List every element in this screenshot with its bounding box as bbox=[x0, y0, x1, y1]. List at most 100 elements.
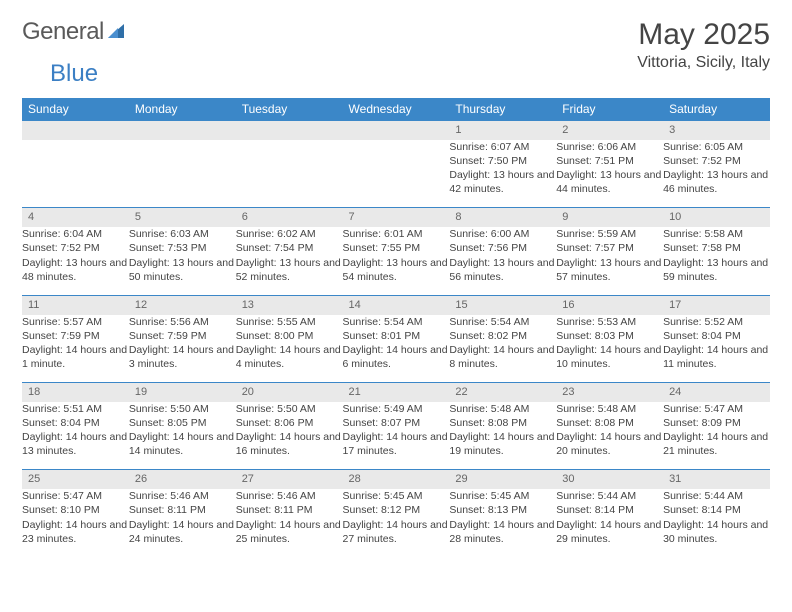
daylight-line: Daylight: 13 hours and 48 minutes. bbox=[22, 256, 129, 284]
sunrise-line: Sunrise: 5:44 AM bbox=[663, 489, 770, 503]
day-cell-content: Sunrise: 5:47 AMSunset: 8:09 PMDaylight:… bbox=[663, 402, 770, 470]
day-cell-number: 17 bbox=[663, 295, 770, 314]
day-cell-content: Sunrise: 5:53 AMSunset: 8:03 PMDaylight:… bbox=[556, 315, 663, 383]
day-cell-number: 1 bbox=[449, 121, 556, 140]
sunset-line: Sunset: 8:12 PM bbox=[343, 503, 450, 517]
day-cell-number: 9 bbox=[556, 208, 663, 227]
daynum-row: 18192021222324 bbox=[22, 383, 770, 402]
day-cell-content bbox=[343, 140, 450, 208]
day-cell-number bbox=[236, 121, 343, 140]
daylight-line: Daylight: 14 hours and 11 minutes. bbox=[663, 343, 770, 371]
sunset-line: Sunset: 7:52 PM bbox=[663, 154, 770, 168]
day-cell-content: Sunrise: 5:44 AMSunset: 8:14 PMDaylight:… bbox=[663, 489, 770, 557]
daylight-line: Daylight: 14 hours and 4 minutes. bbox=[236, 343, 343, 371]
sunset-line: Sunset: 8:14 PM bbox=[663, 503, 770, 517]
sunrise-line: Sunrise: 5:50 AM bbox=[236, 402, 343, 416]
day-header: Tuesday bbox=[236, 98, 343, 121]
day-number: 31 bbox=[663, 470, 770, 489]
sunset-line: Sunset: 8:08 PM bbox=[449, 416, 556, 430]
sunrise-line: Sunrise: 5:55 AM bbox=[236, 315, 343, 329]
day-cell-content: Sunrise: 5:45 AMSunset: 8:12 PMDaylight:… bbox=[343, 489, 450, 557]
sunset-line: Sunset: 7:59 PM bbox=[129, 329, 236, 343]
day-cell-number: 24 bbox=[663, 383, 770, 402]
daylight-line: Daylight: 14 hours and 3 minutes. bbox=[129, 343, 236, 371]
daylight-line: Daylight: 13 hours and 59 minutes. bbox=[663, 256, 770, 284]
daynum-row: 25262728293031 bbox=[22, 470, 770, 489]
day-number: 6 bbox=[236, 208, 343, 227]
day-cell-content: Sunrise: 6:04 AMSunset: 7:52 PMDaylight:… bbox=[22, 227, 129, 295]
day-cell-number: 27 bbox=[236, 470, 343, 489]
location: Vittoria, Sicily, Italy bbox=[637, 54, 770, 72]
day-number: 25 bbox=[22, 470, 129, 489]
day-cell-number: 11 bbox=[22, 295, 129, 314]
sunrise-line: Sunrise: 5:44 AM bbox=[556, 489, 663, 503]
day-cell-content: Sunrise: 5:56 AMSunset: 7:59 PMDaylight:… bbox=[129, 315, 236, 383]
day-header: Sunday bbox=[22, 98, 129, 121]
day-header: Thursday bbox=[449, 98, 556, 121]
sunset-line: Sunset: 8:05 PM bbox=[129, 416, 236, 430]
sunset-line: Sunset: 8:11 PM bbox=[129, 503, 236, 517]
day-cell-content: Sunrise: 5:55 AMSunset: 8:00 PMDaylight:… bbox=[236, 315, 343, 383]
sunrise-line: Sunrise: 5:54 AM bbox=[343, 315, 450, 329]
day-cell-content: Sunrise: 5:52 AMSunset: 8:04 PMDaylight:… bbox=[663, 315, 770, 383]
sunrise-line: Sunrise: 5:48 AM bbox=[449, 402, 556, 416]
day-cell-number: 30 bbox=[556, 470, 663, 489]
daylight-line: Daylight: 14 hours and 10 minutes. bbox=[556, 343, 663, 371]
daynum-row: 45678910 bbox=[22, 208, 770, 227]
day-number: 10 bbox=[663, 208, 770, 227]
day-cell-content: Sunrise: 6:05 AMSunset: 7:52 PMDaylight:… bbox=[663, 140, 770, 208]
day-cell-number: 18 bbox=[22, 383, 129, 402]
title-block: May 2025 Vittoria, Sicily, Italy bbox=[637, 18, 770, 72]
sunset-line: Sunset: 8:14 PM bbox=[556, 503, 663, 517]
sunset-line: Sunset: 7:58 PM bbox=[663, 241, 770, 255]
sunset-line: Sunset: 8:02 PM bbox=[449, 329, 556, 343]
day-cell-number: 2 bbox=[556, 121, 663, 140]
sunrise-line: Sunrise: 5:45 AM bbox=[449, 489, 556, 503]
sunset-line: Sunset: 8:07 PM bbox=[343, 416, 450, 430]
day-cell-number: 23 bbox=[556, 383, 663, 402]
day-number: 29 bbox=[449, 470, 556, 489]
sunset-line: Sunset: 8:01 PM bbox=[343, 329, 450, 343]
sunrise-line: Sunrise: 5:46 AM bbox=[129, 489, 236, 503]
day-number: 1 bbox=[449, 121, 556, 140]
day-cell-number: 8 bbox=[449, 208, 556, 227]
sunrise-line: Sunrise: 5:51 AM bbox=[22, 402, 129, 416]
daynum-row: 11121314151617 bbox=[22, 295, 770, 314]
sunset-line: Sunset: 7:57 PM bbox=[556, 241, 663, 255]
logo: General bbox=[22, 18, 126, 46]
sunrise-line: Sunrise: 6:06 AM bbox=[556, 140, 663, 154]
sunset-line: Sunset: 8:04 PM bbox=[663, 329, 770, 343]
sunrise-line: Sunrise: 5:45 AM bbox=[343, 489, 450, 503]
day-cell-number: 12 bbox=[129, 295, 236, 314]
daylight-line: Daylight: 14 hours and 30 minutes. bbox=[663, 518, 770, 546]
daylight-line: Daylight: 14 hours and 24 minutes. bbox=[129, 518, 236, 546]
sunrise-line: Sunrise: 5:47 AM bbox=[22, 489, 129, 503]
day-cell-content: Sunrise: 5:46 AMSunset: 8:11 PMDaylight:… bbox=[129, 489, 236, 557]
day-cell-content: Sunrise: 6:07 AMSunset: 7:50 PMDaylight:… bbox=[449, 140, 556, 208]
day-cell-number: 29 bbox=[449, 470, 556, 489]
day-cell-content: Sunrise: 5:50 AMSunset: 8:05 PMDaylight:… bbox=[129, 402, 236, 470]
day-cell-content: Sunrise: 6:01 AMSunset: 7:55 PMDaylight:… bbox=[343, 227, 450, 295]
sunrise-line: Sunrise: 6:00 AM bbox=[449, 227, 556, 241]
day-cell-number bbox=[22, 121, 129, 140]
day-cell-number: 10 bbox=[663, 208, 770, 227]
daylight-line: Daylight: 14 hours and 17 minutes. bbox=[343, 430, 450, 458]
daylight-line: Daylight: 14 hours and 16 minutes. bbox=[236, 430, 343, 458]
day-header: Monday bbox=[129, 98, 236, 121]
sunrise-line: Sunrise: 6:01 AM bbox=[343, 227, 450, 241]
day-cell-number: 21 bbox=[343, 383, 450, 402]
daylight-line: Daylight: 13 hours and 54 minutes. bbox=[343, 256, 450, 284]
day-cell-number: 15 bbox=[449, 295, 556, 314]
day-cell-content: Sunrise: 5:58 AMSunset: 7:58 PMDaylight:… bbox=[663, 227, 770, 295]
day-cell-content: Sunrise: 5:54 AMSunset: 8:02 PMDaylight:… bbox=[449, 315, 556, 383]
day-cell-content: Sunrise: 5:51 AMSunset: 8:04 PMDaylight:… bbox=[22, 402, 129, 470]
day-number: 2 bbox=[556, 121, 663, 140]
sunset-line: Sunset: 8:06 PM bbox=[236, 416, 343, 430]
sunrise-line: Sunrise: 5:54 AM bbox=[449, 315, 556, 329]
day-number: 3 bbox=[663, 121, 770, 140]
day-number: 4 bbox=[22, 208, 129, 227]
day-cell-content bbox=[22, 140, 129, 208]
sunrise-line: Sunrise: 5:52 AM bbox=[663, 315, 770, 329]
day-cell-number: 20 bbox=[236, 383, 343, 402]
sunset-line: Sunset: 7:50 PM bbox=[449, 154, 556, 168]
